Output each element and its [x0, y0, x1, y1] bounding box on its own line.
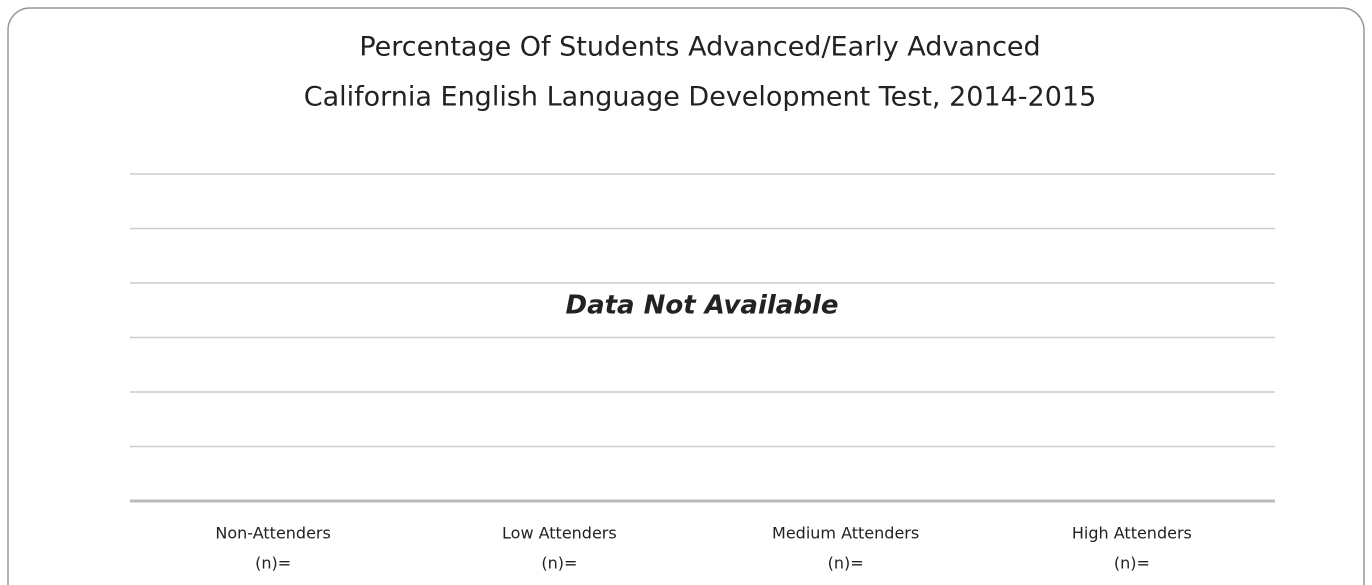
x-tick-label: Medium Attenders: [772, 524, 919, 543]
x-tick-sublabel: (n)=: [1114, 554, 1150, 573]
chart-title: Percentage Of Students Advanced/Early Ad…: [359, 32, 1040, 63]
x-tick-sublabel: (n)=: [255, 554, 291, 573]
x-tick-label: Non-Attenders: [215, 524, 330, 543]
x-tick-sublabel: (n)=: [541, 554, 577, 573]
x-tick-label: High Attenders: [1072, 524, 1192, 543]
chart-frame: [7, 7, 1365, 585]
annotation: Data Not Available: [566, 291, 839, 321]
x-tick-label: Low Attenders: [502, 524, 617, 543]
x-tick-sublabel: (n)=: [828, 554, 864, 573]
chart-title: California English Language Development …: [304, 82, 1097, 113]
